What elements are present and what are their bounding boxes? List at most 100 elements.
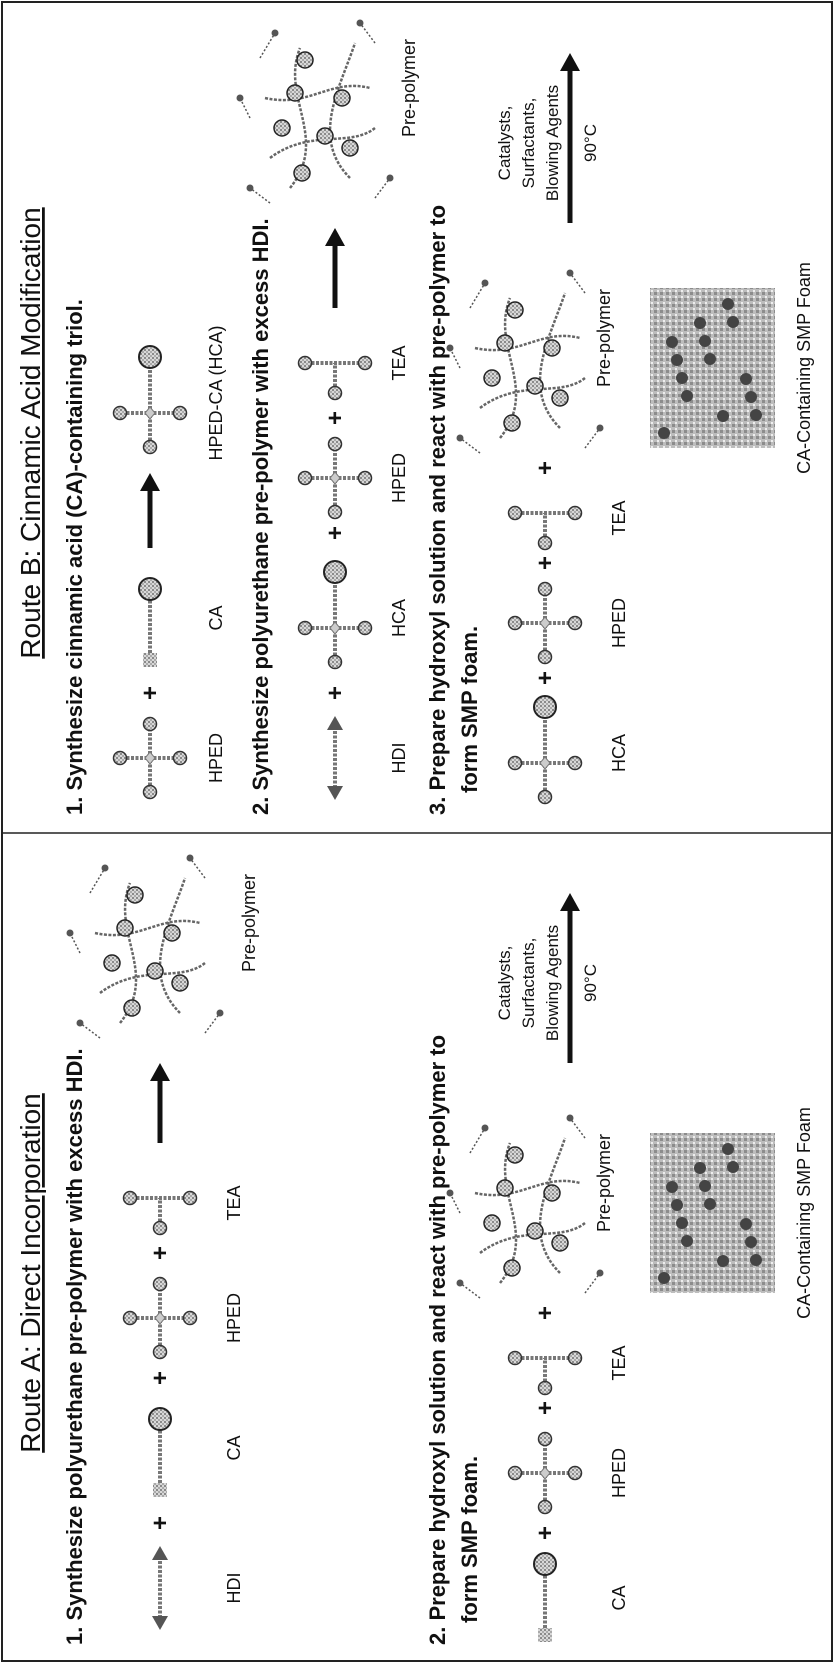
- chain: [269, 127, 376, 160]
- bead: [483, 1214, 501, 1232]
- bead: [526, 377, 544, 395]
- chain-tip: [246, 184, 254, 192]
- chain-end: [204, 1012, 221, 1034]
- hydroxyl: [507, 755, 523, 771]
- hydroxyl: [172, 750, 188, 766]
- core: [539, 1466, 551, 1480]
- text: Catalysts,: [495, 106, 514, 181]
- chain-tip: [76, 1019, 84, 1027]
- text: HPED: [206, 733, 226, 783]
- bead: [526, 1222, 544, 1240]
- chain-end: [459, 1282, 481, 1299]
- foam: [650, 288, 775, 448]
- hydroxyl: [142, 439, 158, 455]
- foam-dot: [699, 335, 711, 347]
- foam-dot: [722, 298, 734, 310]
- chain-end: [569, 1117, 586, 1139]
- text: 90°C: [581, 964, 600, 1002]
- hydroxyl: [142, 784, 158, 800]
- chain-end: [259, 32, 276, 59]
- bead: [123, 999, 141, 1017]
- foam-dot: [750, 1254, 762, 1266]
- acid-group: [538, 1628, 552, 1642]
- text: 2. Prepare hydroxyl solution and react w…: [425, 1035, 450, 1645]
- hydroxyl: [327, 385, 343, 401]
- hydroxyl: [327, 654, 343, 670]
- chain-tip: [446, 344, 454, 352]
- chain: [94, 919, 201, 937]
- foam-dot: [694, 1162, 706, 1174]
- chain-tip: [456, 1279, 464, 1287]
- bead: [496, 334, 514, 352]
- chain: [328, 42, 357, 179]
- bead: [543, 339, 561, 357]
- text: Pre-polymer: [594, 1134, 614, 1232]
- hydroxyl: [537, 535, 553, 551]
- text: TEA: [609, 1345, 629, 1380]
- bead: [296, 51, 314, 69]
- bead: [146, 962, 164, 980]
- hydroxyl: [297, 620, 313, 636]
- hydroxyl: [567, 505, 583, 521]
- foam-dot: [694, 317, 706, 329]
- text: Blowing Agents: [543, 85, 562, 201]
- cinnamic-group: [533, 695, 557, 719]
- plus: +: [147, 1246, 174, 1260]
- foam-dot: [740, 373, 752, 385]
- arrowhead: [150, 1063, 170, 1081]
- chain-end: [584, 1272, 601, 1294]
- foam-dot: [676, 1217, 688, 1229]
- chain-tip: [271, 29, 279, 37]
- hydroxyl: [537, 789, 553, 805]
- text: Route A: Direct Incorporation: [15, 1093, 46, 1453]
- text: Catalysts,: [495, 946, 514, 1021]
- isocyanate: [327, 786, 343, 800]
- plus: +: [532, 1306, 559, 1320]
- hydroxyl: [297, 470, 313, 486]
- chain-tip: [66, 929, 74, 937]
- text: Surfactants,: [519, 938, 538, 1029]
- foam-dot: [658, 1272, 670, 1284]
- chain-end: [249, 187, 271, 204]
- bead: [503, 1259, 521, 1277]
- bead: [506, 1146, 524, 1164]
- isocyanate: [152, 1616, 168, 1630]
- hydroxyl: [507, 615, 523, 631]
- plus: +: [532, 556, 559, 570]
- bead: [551, 389, 569, 407]
- chain-end: [189, 857, 206, 879]
- hydroxyl: [537, 1431, 553, 1447]
- text: HCA: [389, 599, 409, 637]
- text: HPED: [389, 453, 409, 503]
- bead: [483, 369, 501, 387]
- text: HPED: [224, 1293, 244, 1343]
- chain-tip: [596, 424, 604, 432]
- arrowhead: [325, 228, 345, 246]
- hydroxyl: [152, 1344, 168, 1360]
- text: 2. Synthesize polyurethane pre-polymer w…: [248, 218, 273, 815]
- text: CA: [609, 1585, 629, 1610]
- foam-dot: [676, 372, 688, 384]
- foam-dot: [727, 316, 739, 328]
- bead: [171, 974, 189, 992]
- hydroxyl: [152, 1220, 168, 1236]
- hydroxyl: [327, 504, 343, 520]
- chain-tip: [446, 1189, 454, 1197]
- isocyanate: [152, 1546, 168, 1560]
- chain-end: [374, 177, 391, 199]
- hydroxyl: [357, 470, 373, 486]
- cinnamic-group: [138, 577, 162, 601]
- acid-group: [153, 1483, 167, 1497]
- chain-tip: [566, 269, 574, 277]
- foam: [650, 1133, 775, 1293]
- bead: [341, 139, 359, 157]
- foam-dot: [704, 1198, 716, 1210]
- text: 1. Synthesize cinnamic acid (CA)-contain…: [62, 299, 87, 815]
- foam-dot: [745, 391, 757, 403]
- chain: [264, 84, 371, 102]
- foam-dot: [666, 1181, 678, 1193]
- bead: [543, 1184, 561, 1202]
- hydroxyl: [357, 355, 373, 371]
- cinnamic-group: [533, 1552, 557, 1576]
